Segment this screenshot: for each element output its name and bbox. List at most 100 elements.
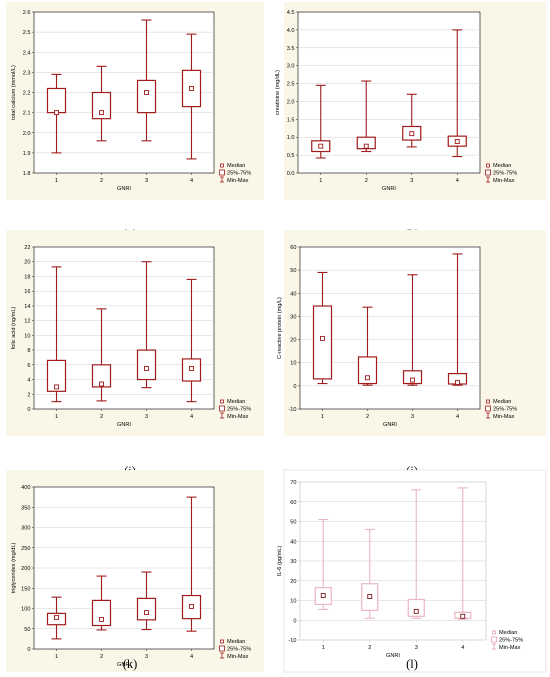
x-axis-title: GNRI [383,422,397,428]
iqr-box [91,599,112,627]
iqr-box [46,359,67,392]
legend-box-icon [219,405,225,412]
x-tick-label: 1 [319,178,322,184]
box-group [311,84,331,159]
legend-box-icon [485,405,491,412]
legend-box-label: 25%-75% [227,647,251,653]
y-tick-label: 18 [24,274,30,280]
iqr-box [91,91,112,120]
iqr-box [46,87,67,114]
y-tick-label: -10 [288,638,296,644]
median-marker [54,110,59,116]
y-tick-label: 2.0 [287,99,295,105]
y-tick-label: 2 [27,392,30,398]
x-tick-label: 1 [321,414,324,420]
box-group [402,93,422,148]
median-marker [320,335,325,341]
x-tick-label: 2 [100,654,103,660]
iqr-box [356,136,376,150]
y-axis-title: total calcium (mmol/L) [11,65,17,120]
y-tick-label: 22 [24,245,30,251]
x-tick-label: 1 [55,414,58,420]
median-marker [54,614,59,620]
y-tick-label: 2.1 [23,111,31,117]
y-tick-label: 10 [24,333,30,339]
y-tick-label: 200 [21,566,30,572]
legend-minmax-label: Min-Max [493,178,515,184]
legend: Median 25%-75%Min-Max [485,163,517,184]
chart-panel: -10 0 10 20 30 40 50 60 70 IL-6 (pg/mL) 1 2 3 4 GNRI Me… [277,469,547,673]
y-tick-label: 40 [290,539,296,545]
legend-minmax-label: Min-Max [227,654,249,660]
legend-median-label: Median [493,399,511,405]
y-tick-label: 0 [293,384,296,390]
median-marker [318,143,324,149]
y-tick-label: 6 [27,363,30,369]
legend-box-icon [485,169,491,176]
y-tick-label: 2.5 [23,30,31,36]
panel-caption: (l) [406,657,418,671]
x-tick-label: 4 [190,178,193,184]
box-group [454,487,472,620]
legend: Median 25%-75%Min-Max [219,399,251,420]
y-tick-label: 3.0 [287,64,295,70]
y-tick-label: 10 [290,599,296,605]
legend-median-label: Median [499,630,517,636]
y-axis-title: C-reactive protein (mg/L) [277,297,283,359]
y-tick-label: 1.8 [23,171,31,177]
median-marker [189,366,194,371]
median-marker [144,610,149,615]
y-tick-label: 0.0 [287,171,295,177]
y-tick-label: 1.9 [23,151,31,157]
x-axis-title: GNRI [117,662,131,668]
y-tick-label: 60 [290,500,296,506]
box-group [356,80,376,153]
median-marker [320,593,326,599]
y-tick-label: 1.5 [287,117,295,123]
y-axis-title: triglycerides (mg/dL) [11,543,17,594]
x-tick-label: 3 [410,178,413,184]
box-group [447,253,468,386]
iqr-box [136,597,157,621]
x-axis-title: GNRI [386,653,400,659]
legend-minmax-label: Min-Max [227,178,249,184]
panel-caption: (k) [123,657,138,671]
y-tick-label: 350 [21,505,30,511]
y-tick-label: 16 [24,289,30,295]
box-group [181,496,202,632]
y-tick-label: 0 [293,618,296,624]
y-tick-label: 4 [27,378,30,384]
box-group [361,528,379,619]
y-tick-label: 3.5 [287,46,295,52]
y-tick-label: 60 [290,245,296,251]
x-axis-title: GNRI [382,186,396,192]
iqr-box [91,364,112,388]
y-tick-label: 150 [21,586,30,592]
x-tick-label: 2 [368,645,371,651]
y-tick-label: 50 [290,268,296,274]
legend: Median 25%-75%Min-Max [485,399,517,420]
box-group [91,575,112,631]
y-tick-label: 20 [24,260,30,266]
y-tick-label: 12 [24,319,30,325]
y-tick-label: 100 [21,607,30,613]
box-group [181,33,202,160]
x-tick-label: 3 [145,178,148,184]
iqr-box [407,598,425,617]
x-axis-title: GNRI [117,186,131,192]
legend-box-label: 25%-75% [493,407,517,413]
legend-median-label: Median [227,639,245,645]
legend: Median 25%-75%Min-Max [491,630,523,651]
box-group [136,261,157,389]
y-axis-title: IL-6 (pg/mL) [277,546,283,577]
y-tick-label: 50 [290,520,296,526]
iqr-box [312,305,333,380]
y-tick-label: 1.0 [287,135,295,141]
x-tick-label: 2 [100,414,103,420]
y-tick-label: 8 [27,348,30,354]
median-marker [460,613,466,619]
median-marker [455,379,460,385]
legend-minmax-label: Min-Max [227,414,249,420]
x-tick-label: 3 [415,645,418,651]
